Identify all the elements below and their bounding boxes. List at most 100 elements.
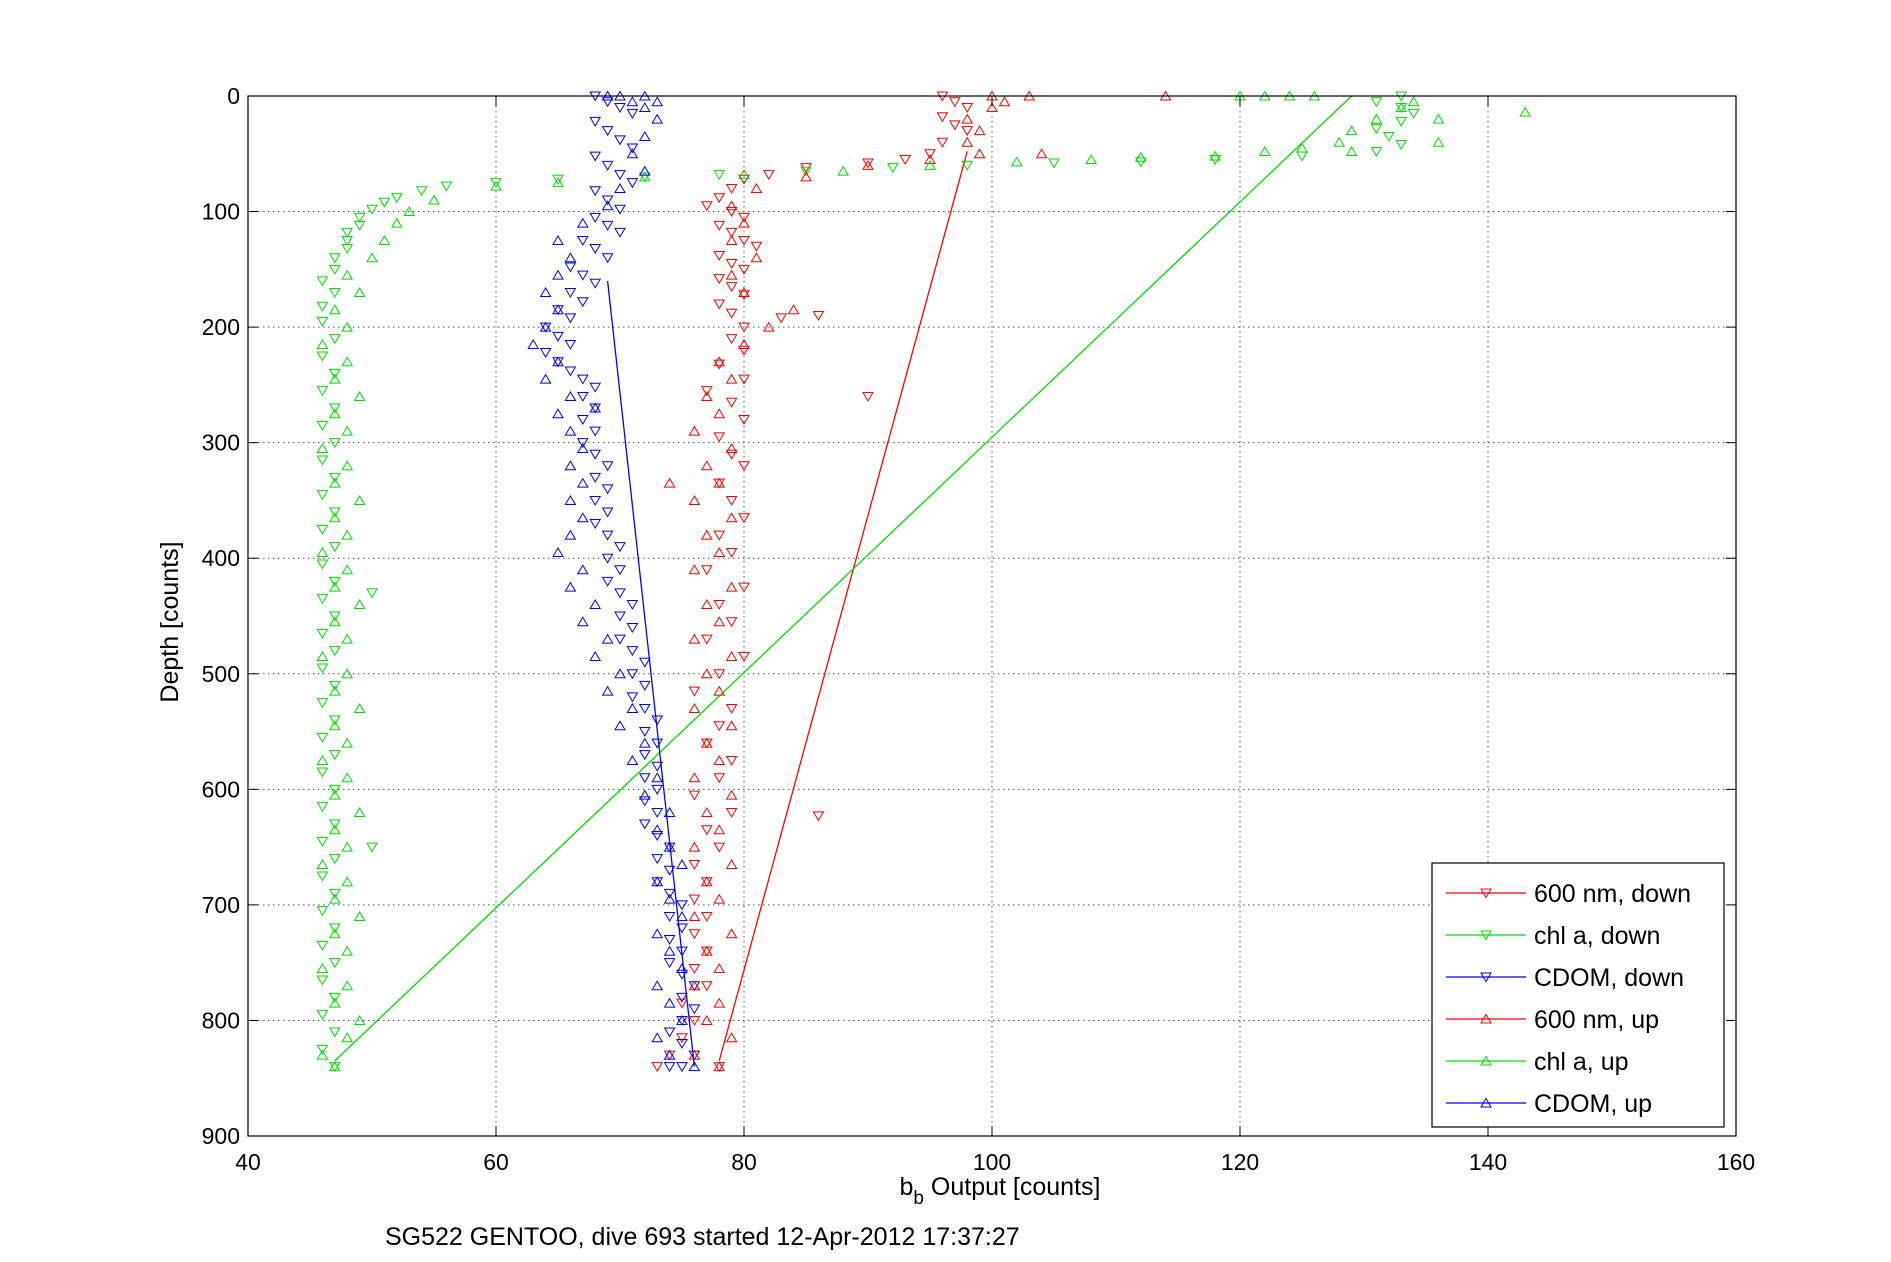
point-s2-29 xyxy=(552,331,564,342)
point-s4-44 xyxy=(328,304,341,315)
point-s4-74 xyxy=(1432,136,1445,147)
point-s1-50 xyxy=(328,576,341,587)
point-s3-19 xyxy=(700,737,713,748)
point-s1-14 xyxy=(886,163,899,174)
point-s4-36 xyxy=(316,442,329,453)
point-s1-72 xyxy=(328,958,341,969)
legend-label-0: 600 nm, down xyxy=(1534,880,1691,908)
point-s4-17 xyxy=(341,772,354,783)
point-s0-64 xyxy=(713,842,726,853)
point-s2-85 xyxy=(663,958,676,969)
legend-box xyxy=(1431,862,1725,1128)
point-s2-72 xyxy=(651,807,664,818)
point-s5-41 xyxy=(552,356,564,367)
x-axis-label: bb Output [counts] xyxy=(900,1173,1101,1209)
point-s1-64 xyxy=(328,819,341,830)
point-s5-44 xyxy=(552,304,564,315)
point-s1-79 xyxy=(366,588,378,599)
point-s4-25 xyxy=(341,633,354,644)
point-s2-10 xyxy=(614,170,626,181)
point-s1-68 xyxy=(328,888,341,899)
point-s4-2 xyxy=(341,1032,354,1043)
point-s0-16 xyxy=(725,207,738,218)
point-s3-15 xyxy=(700,806,713,817)
point-s0-44 xyxy=(725,495,738,506)
point-s1-24 xyxy=(366,204,378,215)
point-s5-15 xyxy=(663,806,676,817)
point-s1-29 xyxy=(341,244,354,255)
point-s5-56 xyxy=(638,102,651,113)
point-s3-0 xyxy=(713,1061,726,1072)
point-s2-88 xyxy=(676,992,688,1003)
point-s0-29 xyxy=(725,308,738,319)
series-line-0 xyxy=(718,151,968,1062)
point-s1-21 xyxy=(415,186,428,197)
point-s0-73 xyxy=(676,998,688,1009)
point-s4-51 xyxy=(428,194,440,205)
x-tick-label-3: 100 xyxy=(973,1149,1011,1175)
point-s1-47 xyxy=(316,524,329,535)
point-s5-11 xyxy=(651,876,664,887)
point-s5-26 xyxy=(576,616,589,627)
point-s0-7 xyxy=(924,149,936,160)
point-s3-50 xyxy=(725,200,738,211)
point-s0-34 xyxy=(738,345,750,356)
point-s0-8 xyxy=(899,155,912,166)
point-s2-1 xyxy=(601,97,614,108)
point-s0-46 xyxy=(713,530,726,541)
point-s2-7 xyxy=(626,143,639,154)
legend-label-5: CDOM, up xyxy=(1534,1090,1652,1118)
point-s4-55 xyxy=(738,169,750,180)
point-s2-5 xyxy=(601,126,614,137)
point-s0-48 xyxy=(700,565,713,576)
point-s2-13 xyxy=(601,195,614,206)
point-s2-92 xyxy=(676,1039,688,1050)
point-s3-45 xyxy=(738,286,750,297)
point-s0-62 xyxy=(725,807,738,818)
point-s4-5 xyxy=(341,980,354,991)
point-s0-9 xyxy=(862,158,874,169)
point-s3-28 xyxy=(725,581,738,592)
point-s5-9 xyxy=(676,910,688,921)
point-s3-64 xyxy=(1035,148,1048,159)
point-s4-18 xyxy=(316,754,329,765)
point-s2-70 xyxy=(651,784,664,795)
point-s4-67 xyxy=(1395,102,1408,113)
point-s3-51 xyxy=(750,182,763,193)
point-s5-31 xyxy=(564,529,577,540)
point-s1-25 xyxy=(353,212,366,223)
point-s4-45 xyxy=(353,286,366,297)
point-s4-39 xyxy=(353,390,366,401)
point-s0-57 xyxy=(713,721,726,732)
point-s3-60 xyxy=(998,96,1011,107)
point-s3-59 xyxy=(986,102,998,113)
point-s0-53 xyxy=(738,651,750,662)
point-s1-23 xyxy=(378,197,391,208)
axis-ticks: 40 60 80 100 120 140 160 0 100 200 300 400 500 600 700… xyxy=(202,83,1756,1175)
point-s2-57 xyxy=(614,634,626,645)
x-tick-label-5: 140 xyxy=(1469,1149,1507,1175)
point-s4-7 xyxy=(341,945,354,956)
point-s3-54 xyxy=(924,154,936,165)
point-s5-8 xyxy=(651,928,664,939)
point-s0-54 xyxy=(713,669,726,680)
point-s5-22 xyxy=(601,685,614,696)
point-s0-65 xyxy=(688,859,701,870)
point-s2-71 xyxy=(638,796,651,807)
point-s5-29 xyxy=(576,564,589,575)
legend-label-1: chl a, down xyxy=(1534,922,1660,950)
point-s2-74 xyxy=(651,831,664,842)
point-s0-37 xyxy=(700,386,713,397)
point-s2-91 xyxy=(663,1027,676,1038)
point-s1-77 xyxy=(316,1044,329,1055)
point-s1-56 xyxy=(328,680,341,691)
point-s5-18 xyxy=(626,754,639,765)
point-s5-2 xyxy=(651,1032,664,1043)
point-s5-42 xyxy=(527,338,540,349)
point-s4-61 xyxy=(1209,150,1222,161)
point-s1-28 xyxy=(341,235,354,246)
point-s1-36 xyxy=(328,334,341,345)
point-s4-63 xyxy=(1296,142,1308,153)
point-s0-2 xyxy=(961,103,974,114)
point-s4-12 xyxy=(316,858,329,869)
